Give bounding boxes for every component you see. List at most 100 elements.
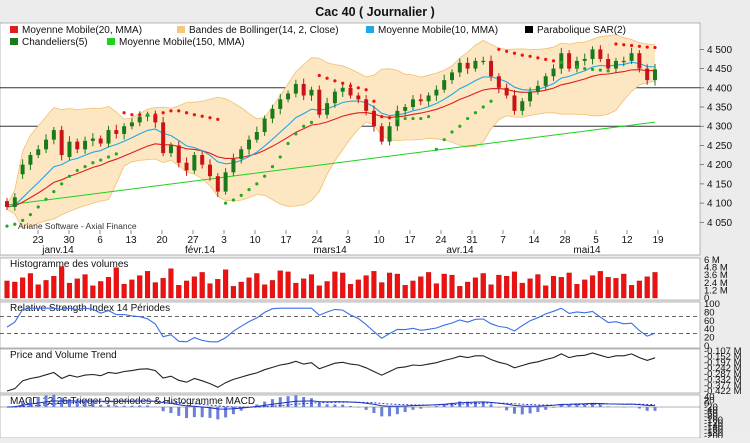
sar-dot	[318, 74, 321, 77]
candle-body	[552, 69, 556, 77]
candle-body	[489, 61, 493, 76]
month-label: mai14	[573, 245, 601, 256]
volume-bar	[36, 285, 41, 298]
sar-dot	[607, 69, 610, 72]
sar-dot	[208, 116, 211, 119]
macd-histogram-bar	[365, 407, 368, 410]
volume-bar	[262, 285, 267, 298]
candle-body	[13, 197, 17, 207]
legend-swatch	[177, 26, 185, 33]
sar-dot	[115, 152, 118, 155]
volume-bar	[598, 271, 603, 298]
legend-swatch	[10, 26, 18, 33]
macd-histogram-bar	[536, 407, 539, 412]
candle-body	[130, 122, 134, 126]
month-label: janv.14	[41, 245, 74, 256]
macd-histogram-bar	[84, 402, 87, 407]
sar-dot	[162, 111, 165, 114]
candle-body	[630, 53, 634, 61]
y-tick-label: 4 150	[707, 179, 732, 190]
sar-dot	[505, 50, 508, 53]
candle-body	[317, 90, 321, 115]
macd-histogram-bar	[599, 404, 602, 407]
volume-bar	[293, 283, 298, 298]
sar-dot	[552, 59, 555, 62]
volume-bar	[20, 278, 25, 298]
x-tick-label: 14	[528, 235, 540, 246]
macd-histogram-bar	[115, 406, 118, 407]
macd-histogram-bar	[568, 405, 571, 407]
macd-histogram-bar	[411, 407, 414, 410]
volume-bar	[356, 280, 361, 298]
sar-dot	[466, 117, 469, 120]
volume-bar	[114, 268, 119, 298]
macd-histogram-bar	[201, 407, 204, 417]
month-label: avr.14	[446, 245, 474, 256]
sar-dot	[513, 52, 516, 55]
macd-histogram-bar	[349, 406, 352, 407]
volume-bar	[489, 285, 494, 298]
sar-dot	[193, 113, 196, 116]
volume-bar	[184, 281, 189, 298]
sar-dot	[247, 188, 250, 191]
sar-dot	[341, 82, 344, 85]
candle-body	[83, 141, 87, 149]
candle-body	[286, 94, 290, 100]
sar-dot	[568, 63, 571, 66]
candle-body	[60, 130, 64, 155]
candle-body	[458, 63, 462, 73]
sar-dot	[653, 46, 656, 49]
volume-bar	[270, 280, 275, 298]
volume-bar	[645, 277, 650, 298]
x-tick-label: 10	[373, 235, 385, 246]
volume-bar	[278, 271, 283, 298]
candle-body	[598, 49, 602, 59]
sar-dot	[83, 165, 86, 168]
sar-dot	[146, 113, 149, 116]
candle-body	[36, 149, 40, 155]
macd-histogram-bar	[138, 405, 141, 407]
volume-bar	[387, 273, 392, 298]
legend-swatch	[525, 26, 533, 33]
candle-body	[653, 69, 657, 80]
y-tick-label: 4 050	[707, 218, 732, 229]
candle-body	[427, 95, 431, 101]
volume-bar	[301, 279, 306, 298]
macd-histogram-bar	[388, 407, 391, 416]
macd-histogram-bar	[107, 405, 110, 407]
volume-bar	[239, 282, 244, 298]
macd-histogram-bar	[60, 398, 63, 407]
macd-histogram-bar	[193, 407, 196, 417]
volume-bar	[395, 274, 400, 298]
macd-histogram-bar	[162, 407, 165, 411]
sar-dot	[435, 148, 438, 151]
macd-histogram-bar	[232, 407, 235, 414]
volume-bar	[543, 286, 548, 298]
macd-histogram-bar	[333, 404, 336, 407]
volume-bar	[254, 273, 259, 298]
sar-dot	[411, 117, 414, 120]
sar-dot	[325, 77, 328, 80]
macd-histogram-bar	[99, 405, 102, 407]
candle-body	[512, 95, 516, 110]
sar-dot	[622, 43, 625, 46]
volume-bar	[215, 279, 220, 298]
macd-histogram-bar	[482, 402, 485, 407]
sar-dot	[177, 109, 180, 112]
volume-bar	[442, 274, 447, 298]
volume-bar	[83, 275, 88, 298]
candle-body	[466, 63, 470, 69]
sar-dot	[646, 45, 649, 48]
volume-bar	[629, 285, 634, 298]
sar-dot	[37, 205, 40, 208]
sar-dot	[271, 165, 274, 168]
legend-label: Chandeliers(5)	[22, 37, 88, 48]
volume-bar	[176, 285, 181, 298]
sar-dot	[450, 130, 453, 133]
macd-histogram-bar	[607, 406, 610, 407]
watermark: Ariane Software - Axial Finance	[18, 221, 137, 231]
candle-body	[622, 61, 626, 62]
chart-title: Cac 40 ( Journalier )	[315, 5, 435, 19]
candle-body	[497, 76, 501, 88]
candle-body	[169, 145, 173, 153]
